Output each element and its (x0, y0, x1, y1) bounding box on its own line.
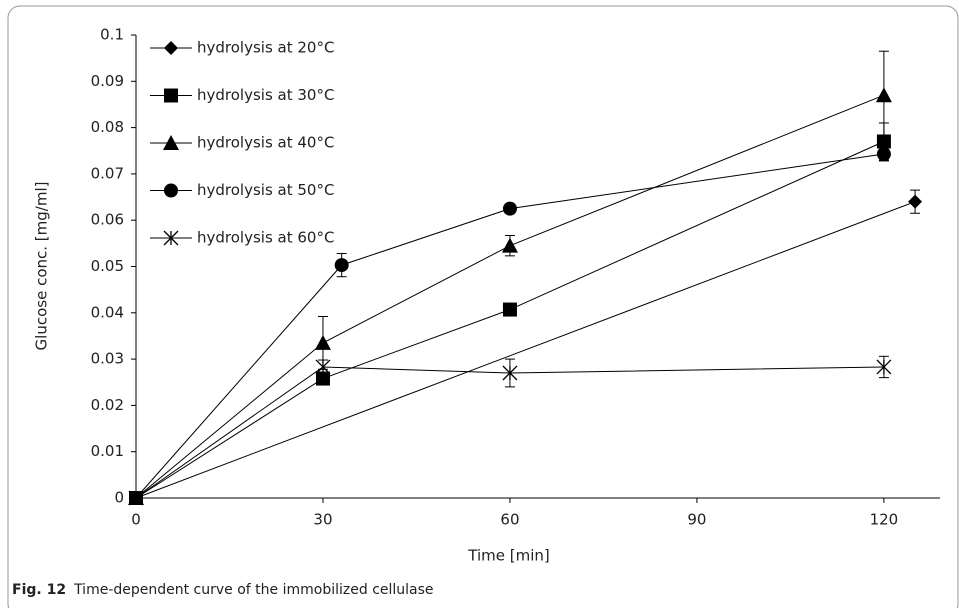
series-line (135, 201, 916, 499)
marker (876, 134, 891, 149)
legend-label: hydrolysis at 40°C (197, 134, 334, 152)
x-tick-label: 30 (313, 511, 332, 529)
legend-marker (163, 230, 179, 246)
legend-marker (164, 88, 178, 103)
y-tick-label: 0.01 (91, 442, 124, 460)
marker (128, 490, 144, 506)
x-tick-label: 0 (131, 511, 141, 529)
series-line (135, 94, 885, 499)
series-line (135, 366, 884, 499)
y-axis-label: Glucose conc. [mg/ml] (33, 182, 51, 351)
caption-text: Time-dependent curve of the immobilized … (73, 582, 433, 598)
legend-label: hydrolysis at 20°C (197, 39, 334, 57)
series-line (135, 153, 884, 499)
marker (314, 334, 331, 350)
y-tick-label: 0.08 (91, 118, 124, 136)
marker (315, 359, 331, 375)
y-tick-label: 0.1 (100, 26, 124, 44)
figure-frame (7, 5, 959, 612)
y-tick-label: 0 (114, 489, 124, 507)
legend-marker (163, 135, 179, 150)
marker (908, 194, 923, 209)
marker (501, 237, 518, 253)
marker (502, 201, 517, 216)
marker (875, 87, 892, 103)
x-tick-label: 90 (687, 511, 706, 529)
marker (876, 146, 891, 161)
marker (502, 302, 517, 317)
y-tick-label: 0.06 (91, 211, 124, 229)
y-tick-label: 0.03 (91, 350, 124, 368)
marker (315, 371, 330, 386)
y-tick-label: 0.04 (91, 303, 124, 321)
y-tick-label: 0.02 (91, 396, 124, 414)
caption-label: Fig. 12 (12, 582, 66, 598)
marker (876, 359, 892, 375)
series-line (135, 141, 885, 499)
legend-label: hydrolysis at 50°C (197, 181, 334, 199)
marker (502, 365, 518, 381)
legend-label: hydrolysis at 30°C (197, 86, 334, 104)
y-tick-label: 0.09 (91, 72, 124, 90)
x-axis-label: Time [min] (467, 547, 549, 565)
legend-label: hydrolysis at 60°C (197, 229, 334, 247)
legend-marker (164, 183, 178, 198)
y-tick-label: 0.05 (91, 257, 124, 275)
legend-marker (164, 41, 178, 55)
x-tick-label: 120 (870, 511, 899, 529)
y-tick-label: 0.07 (91, 164, 124, 182)
x-tick-label: 60 (500, 511, 519, 529)
caption: Fig. 12 Time-dependent curve of the immob… (12, 582, 434, 598)
marker (334, 258, 349, 273)
